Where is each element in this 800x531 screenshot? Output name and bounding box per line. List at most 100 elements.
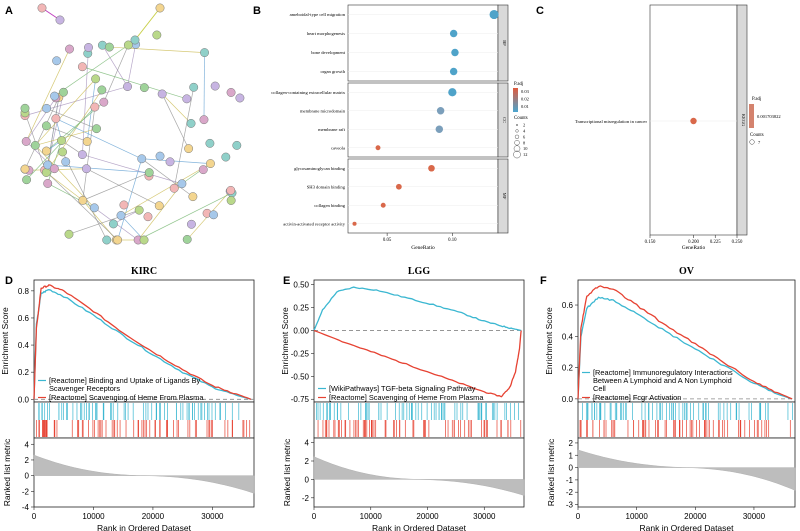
term-dot bbox=[449, 67, 458, 76]
network-node bbox=[154, 201, 164, 211]
metric-axis-label: Ranked list metric bbox=[546, 438, 556, 506]
network-node bbox=[199, 115, 209, 125]
legend-padj-value: 0.001703822 bbox=[757, 114, 781, 119]
x-axis-label: GeneRatio bbox=[682, 245, 706, 251]
network-node bbox=[123, 40, 133, 50]
facet-strip-cc bbox=[497, 82, 509, 158]
x-tick-label: 0.250 bbox=[732, 240, 743, 245]
network-node bbox=[226, 185, 236, 195]
x-tick-label: 10000 bbox=[360, 512, 383, 521]
network-node bbox=[152, 30, 162, 40]
network-edge bbox=[25, 48, 70, 142]
network-node bbox=[55, 15, 65, 25]
network-node bbox=[123, 82, 132, 92]
legend-entry: [Reactome] Scavenging of Heme From Plasm… bbox=[329, 393, 484, 402]
ranked-metric-area bbox=[577, 449, 796, 491]
network-node bbox=[226, 196, 236, 205]
network-node bbox=[91, 74, 101, 84]
legend-counts-value: 4 bbox=[523, 129, 526, 134]
x-tick-label: 0.200 bbox=[688, 240, 699, 245]
panel-letter-f: F bbox=[540, 275, 547, 287]
network-edge bbox=[141, 158, 211, 164]
network-edge bbox=[102, 45, 128, 87]
network-edge bbox=[161, 93, 192, 124]
x-tick-label: 20000 bbox=[416, 512, 439, 521]
y-axis-label: Enrichment Score bbox=[280, 307, 290, 375]
metric-y-tick-label: -3 bbox=[566, 501, 574, 510]
network-node bbox=[52, 56, 62, 66]
network-node bbox=[78, 195, 88, 205]
network-edge bbox=[45, 92, 64, 173]
network-node bbox=[41, 121, 51, 131]
legend-counts-value: 2 bbox=[523, 123, 525, 128]
facet-strip-kegg bbox=[736, 4, 748, 236]
network-node bbox=[89, 203, 99, 213]
hits-frame bbox=[33, 401, 255, 439]
chart-title: LGG bbox=[408, 266, 430, 277]
facet-strip-label: BP bbox=[502, 40, 507, 46]
network-node bbox=[43, 179, 53, 188]
metric-y-tick-label: 4 bbox=[305, 439, 310, 448]
legend-counts-value: 12 bbox=[523, 152, 527, 157]
term-label: heart morphogenesis bbox=[307, 31, 345, 36]
panel-letter-e: E bbox=[283, 275, 290, 287]
network-node bbox=[165, 157, 175, 167]
x-axis-label: Rank in Ordered Dataset bbox=[639, 523, 734, 531]
term-dot bbox=[449, 29, 458, 38]
network-node bbox=[137, 154, 147, 164]
metric-y-tick-label: -2 bbox=[22, 487, 30, 496]
legend-padj-bar bbox=[513, 88, 518, 112]
term-dot bbox=[690, 117, 697, 125]
x-tick-label: 20000 bbox=[142, 512, 165, 521]
term-label: collagen-containing extracellular matrix bbox=[271, 90, 345, 95]
network-node bbox=[42, 103, 52, 113]
panel-f-gsea-ov: OV 0.0 0.2 0.4 0.6 Enrichment Score [Reactome]… bbox=[544, 266, 796, 531]
panel-letter-c: C bbox=[536, 5, 544, 17]
es-line-red bbox=[33, 284, 252, 400]
metric-y-tick-label: -1 bbox=[566, 476, 574, 485]
network-node bbox=[182, 94, 192, 104]
network-node bbox=[84, 43, 93, 52]
network-node bbox=[226, 88, 236, 97]
legend-counts-circle bbox=[515, 123, 519, 127]
legend-entry: [Reactome] Binding and Uptake of Ligands… bbox=[49, 376, 200, 393]
metric-axis-label: Ranked list metric bbox=[2, 438, 12, 506]
term-label: membrane raft bbox=[318, 127, 346, 132]
network-node bbox=[205, 138, 215, 148]
term-label: ameboidal-type cell migration bbox=[290, 12, 346, 17]
term-label: activin-activated receptor activity bbox=[283, 221, 345, 226]
term-label: caveola bbox=[331, 145, 345, 150]
y-tick-label: 0.00 bbox=[293, 326, 309, 335]
legend-entry-line: [WikiPathways] TGF-beta Signaling Pathwa… bbox=[329, 384, 476, 393]
network-node bbox=[51, 114, 61, 124]
network-node bbox=[113, 235, 123, 245]
y-tick-label: 0.4 bbox=[562, 332, 574, 341]
network-edge bbox=[35, 128, 97, 146]
es-plot-frame bbox=[313, 279, 525, 403]
x-tick-label: 0.150 bbox=[645, 240, 656, 245]
term-dot bbox=[428, 164, 435, 172]
network-edge bbox=[55, 118, 142, 160]
term-label: bone development bbox=[311, 50, 346, 55]
legend-counts-circle bbox=[749, 139, 755, 145]
legend-counts-circle bbox=[513, 145, 521, 152]
legend-entry: [Reactome] Fcgr Activation bbox=[593, 393, 681, 402]
network-node bbox=[92, 124, 101, 134]
network-node bbox=[21, 137, 31, 146]
network-edge bbox=[82, 47, 89, 155]
network-node bbox=[186, 219, 196, 229]
legend-padj-tick: 0.01 bbox=[521, 104, 529, 109]
y-axis-label: Enrichment Score bbox=[544, 307, 554, 375]
panel-c-kegg-dotplot: KEGG Transcriptional misregulation in can… bbox=[575, 4, 781, 251]
term-dot bbox=[375, 145, 381, 151]
legend-entry-line: Between A Lymphoid and A Non Lymphoid bbox=[593, 376, 732, 385]
term-dot bbox=[435, 125, 444, 133]
network-node bbox=[41, 146, 51, 156]
es-line-cyan bbox=[577, 296, 793, 400]
term-label: glycosaminoglycan binding bbox=[294, 166, 346, 171]
facet-strip-bp bbox=[497, 4, 509, 82]
network-node bbox=[20, 164, 30, 174]
network-edge bbox=[120, 215, 145, 241]
term-label: organ growth bbox=[320, 69, 345, 74]
